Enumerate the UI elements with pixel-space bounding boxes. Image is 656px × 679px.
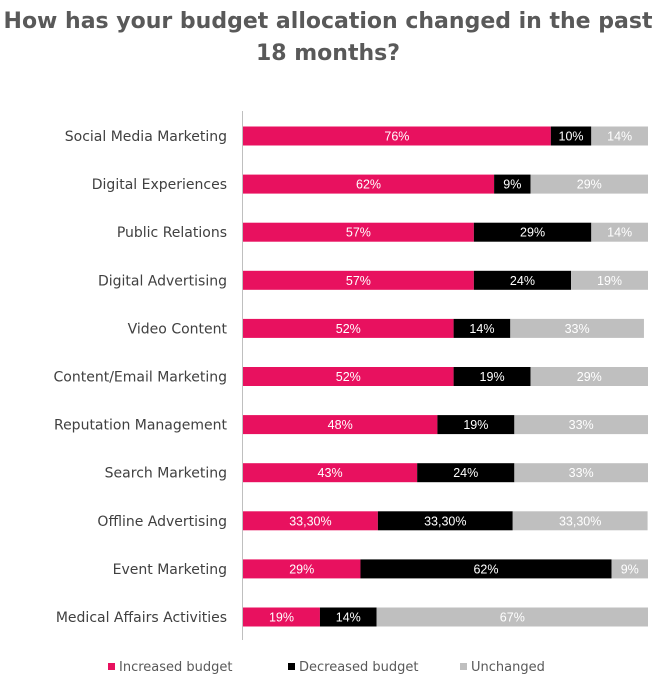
data-label-unchanged-digital-experiences: 29% [577, 178, 602, 192]
legend-label-increased-budget: Increased budget [119, 660, 233, 675]
bar-increased-budget-search-marketing [243, 463, 418, 483]
data-label-unchanged-offline-advertising: 33,30% [559, 514, 601, 528]
bar-increased-budget-content-email-marketing [243, 367, 454, 386]
data-label-unchanged-medical-affairs-activities: 67% [500, 611, 525, 625]
data-label-decreased-budget-digital-experiences: 9% [503, 178, 521, 192]
data-label-unchanged-reputation-management: 33% [569, 418, 594, 432]
data-label-increased-budget-social-media-marketing: 76% [384, 130, 409, 144]
bar-unchanged-social-media-marketing [591, 126, 648, 146]
data-label-increased-budget-event-marketing: 29% [289, 562, 314, 576]
bar-unchanged-digital-advertising [571, 270, 648, 290]
data-label-increased-budget-search-marketing: 43% [318, 466, 343, 480]
bar-decreased-budget-video-content [453, 318, 511, 338]
bar-unchanged-content-email-marketing [530, 367, 648, 386]
data-label-increased-budget-medical-affairs-activities: 19% [269, 611, 294, 625]
data-label-decreased-budget-offline-advertising: 33,30% [424, 514, 466, 528]
data-label-increased-budget-digital-advertising: 57% [346, 274, 371, 288]
bar-decreased-budget-search-marketing [417, 463, 515, 483]
data-label-unchanged-social-media-marketing: 14% [607, 130, 632, 144]
data-label-increased-budget-public-relations: 57% [346, 226, 371, 240]
data-label-decreased-budget-medical-affairs-activities: 14% [336, 611, 361, 625]
data-label-decreased-budget-content-email-marketing: 19% [480, 370, 505, 384]
bars-layer: 76% 10% 14% 62% 9% 29% 57% 29% 14% 57% 24% 19% 52% 14… [243, 126, 648, 627]
category-label-public-relations: Public Relations [117, 225, 227, 241]
bar-decreased-budget-public-relations [473, 222, 592, 242]
category-label-event-marketing: Event Marketing [113, 562, 227, 578]
category-labels: Social Media Marketing Digital Experience… [54, 129, 228, 626]
data-label-unchanged-digital-advertising: 19% [597, 274, 622, 288]
bar-unchanged-event-marketing [611, 559, 648, 579]
data-label-decreased-budget-social-media-marketing: 10% [559, 130, 584, 144]
bar-increased-budget-digital-experiences [243, 174, 495, 194]
data-label-decreased-budget-digital-advertising: 24% [510, 274, 535, 288]
data-label-increased-budget-reputation-management: 48% [328, 418, 353, 432]
bar-unchanged-search-marketing [514, 463, 648, 483]
legend-swatch-increased-budget [108, 663, 115, 670]
bar-unchanged-video-content [510, 318, 644, 338]
data-label-increased-budget-offline-advertising: 33,30% [289, 514, 331, 528]
category-label-search-marketing: Search Marketing [105, 466, 227, 482]
category-label-reputation-management: Reputation Management [54, 418, 228, 434]
legend-swatch-decreased-budget [288, 663, 295, 670]
data-label-decreased-budget-search-marketing: 24% [453, 466, 478, 480]
category-label-digital-advertising: Digital Advertising [98, 273, 227, 289]
data-label-unchanged-video-content: 33% [565, 322, 590, 336]
legend-label-decreased-budget: Decreased budget [299, 660, 418, 675]
bar-unchanged-digital-experiences [530, 174, 648, 194]
data-label-decreased-budget-public-relations: 29% [520, 226, 545, 240]
bar-decreased-budget-medical-affairs-activities [319, 607, 377, 627]
category-label-digital-experiences: Digital Experiences [92, 177, 227, 193]
bar-increased-budget-reputation-management [243, 415, 438, 435]
legend-label-unchanged: Unchanged [471, 660, 545, 675]
bar-decreased-budget-content-email-marketing [453, 367, 531, 386]
bar-increased-budget-digital-advertising [243, 270, 474, 290]
bar-decreased-budget-digital-experiences [494, 174, 531, 194]
data-label-decreased-budget-reputation-management: 19% [463, 418, 488, 432]
bar-decreased-budget-social-media-marketing [550, 126, 592, 146]
data-label-decreased-budget-video-content: 14% [469, 322, 494, 336]
bar-increased-budget-medical-affairs-activities [243, 607, 320, 627]
bar-increased-budget-offline-advertising [243, 511, 378, 531]
data-label-increased-budget-video-content: 52% [336, 322, 361, 336]
bar-unchanged-reputation-management [514, 415, 648, 435]
bar-decreased-budget-digital-advertising [473, 270, 572, 290]
bar-decreased-budget-reputation-management [437, 415, 515, 435]
bar-increased-budget-social-media-marketing [243, 126, 551, 146]
bar-decreased-budget-offline-advertising [377, 511, 513, 531]
chart-title: How has your budget allocation changed i… [3, 9, 653, 66]
category-label-offline-advertising: Offline Advertising [97, 514, 227, 530]
data-label-increased-budget-content-email-marketing: 52% [336, 370, 361, 384]
bar-unchanged-public-relations [591, 222, 648, 242]
data-label-unchanged-search-marketing: 33% [569, 466, 594, 480]
data-label-decreased-budget-event-marketing: 62% [473, 562, 498, 576]
bar-unchanged-medical-affairs-activities [376, 607, 648, 627]
bar-increased-budget-event-marketing [243, 559, 361, 579]
bar-increased-budget-public-relations [243, 222, 474, 242]
bar-decreased-budget-event-marketing [360, 559, 612, 579]
data-label-increased-budget-digital-experiences: 62% [356, 178, 381, 192]
data-label-unchanged-event-marketing: 9% [621, 562, 639, 576]
bar-increased-budget-video-content [243, 318, 454, 338]
data-label-unchanged-public-relations: 14% [607, 226, 632, 240]
legend-swatch-unchanged [460, 663, 467, 670]
category-label-content-email-marketing: Content/Email Marketing [54, 370, 227, 386]
category-label-video-content: Video Content [128, 321, 228, 337]
data-label-unchanged-content-email-marketing: 29% [577, 370, 602, 384]
category-label-social-media-marketing: Social Media Marketing [65, 129, 227, 145]
legend: Increased budget Decreased budget Unchange… [108, 660, 545, 675]
category-label-medical-affairs-activities: Medical Affairs Activities [56, 610, 227, 626]
bar-unchanged-offline-advertising [512, 511, 648, 531]
